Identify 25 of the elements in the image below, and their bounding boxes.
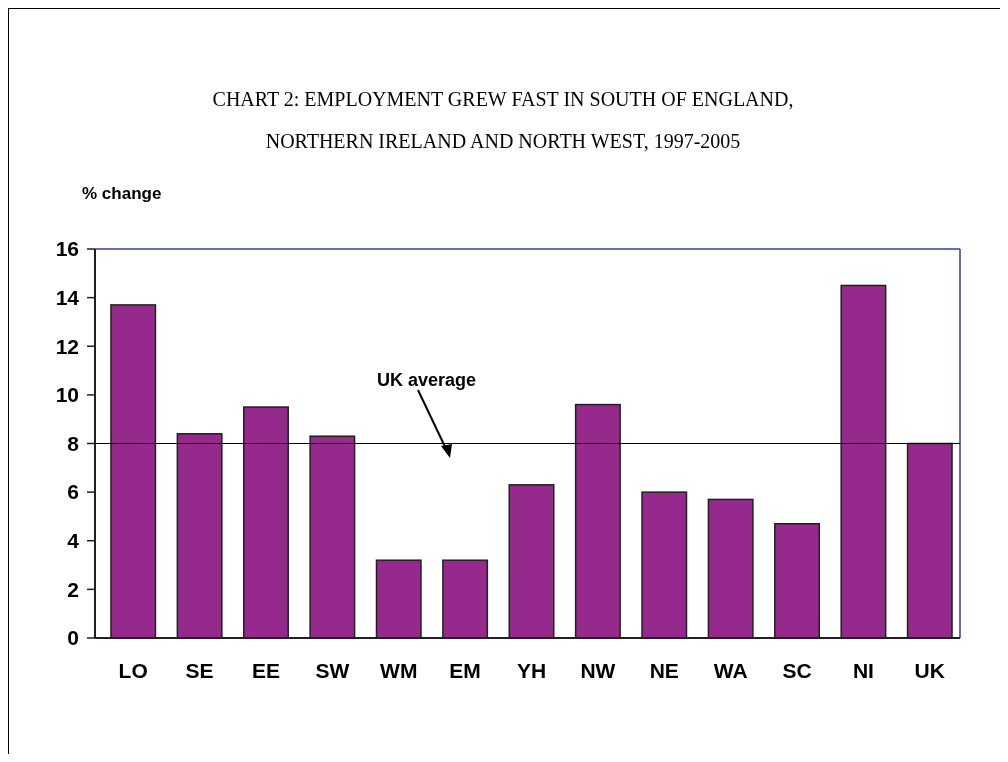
y-tick-label: 6 [67, 480, 79, 504]
x-tick-label: SC [782, 659, 812, 682]
chart-title: CHART 2: EMPLOYMENT GREW FAST IN SOUTH OF ENGLAND, NORTHERN IRELAND AND NORTH WEST, 1997-2005 [212, 88, 794, 152]
ref-line-label: UK average [377, 370, 477, 390]
x-tick-label: UK [914, 659, 945, 682]
x-tick-label: SW [315, 659, 350, 682]
x-tick-label: NW [580, 659, 616, 682]
x-tick-label: EE [251, 659, 280, 682]
y-tick-label: 8 [67, 431, 80, 455]
y-tick-label: 12 [55, 334, 79, 358]
y-tick-label: 0 [67, 626, 79, 650]
y-tick-label: 4 [67, 529, 80, 553]
x-tick-label: NE [649, 659, 679, 682]
x-tick-label: NI [852, 659, 874, 682]
x-tick-label: EM [449, 659, 481, 682]
y-tick-label: 16 [55, 237, 79, 261]
y-tick-label: 14 [55, 285, 80, 309]
x-tick-label: YH [516, 659, 547, 682]
x-tick-label: LO [118, 659, 148, 682]
x-tick-label: WA [713, 659, 748, 682]
x-tick-label: WM [380, 659, 418, 682]
y-tick-label: 10 [55, 383, 79, 407]
x-tick-label: SE [185, 659, 214, 682]
y-axis-title: % change [82, 184, 162, 203]
y-tick-label: 2 [67, 577, 79, 601]
